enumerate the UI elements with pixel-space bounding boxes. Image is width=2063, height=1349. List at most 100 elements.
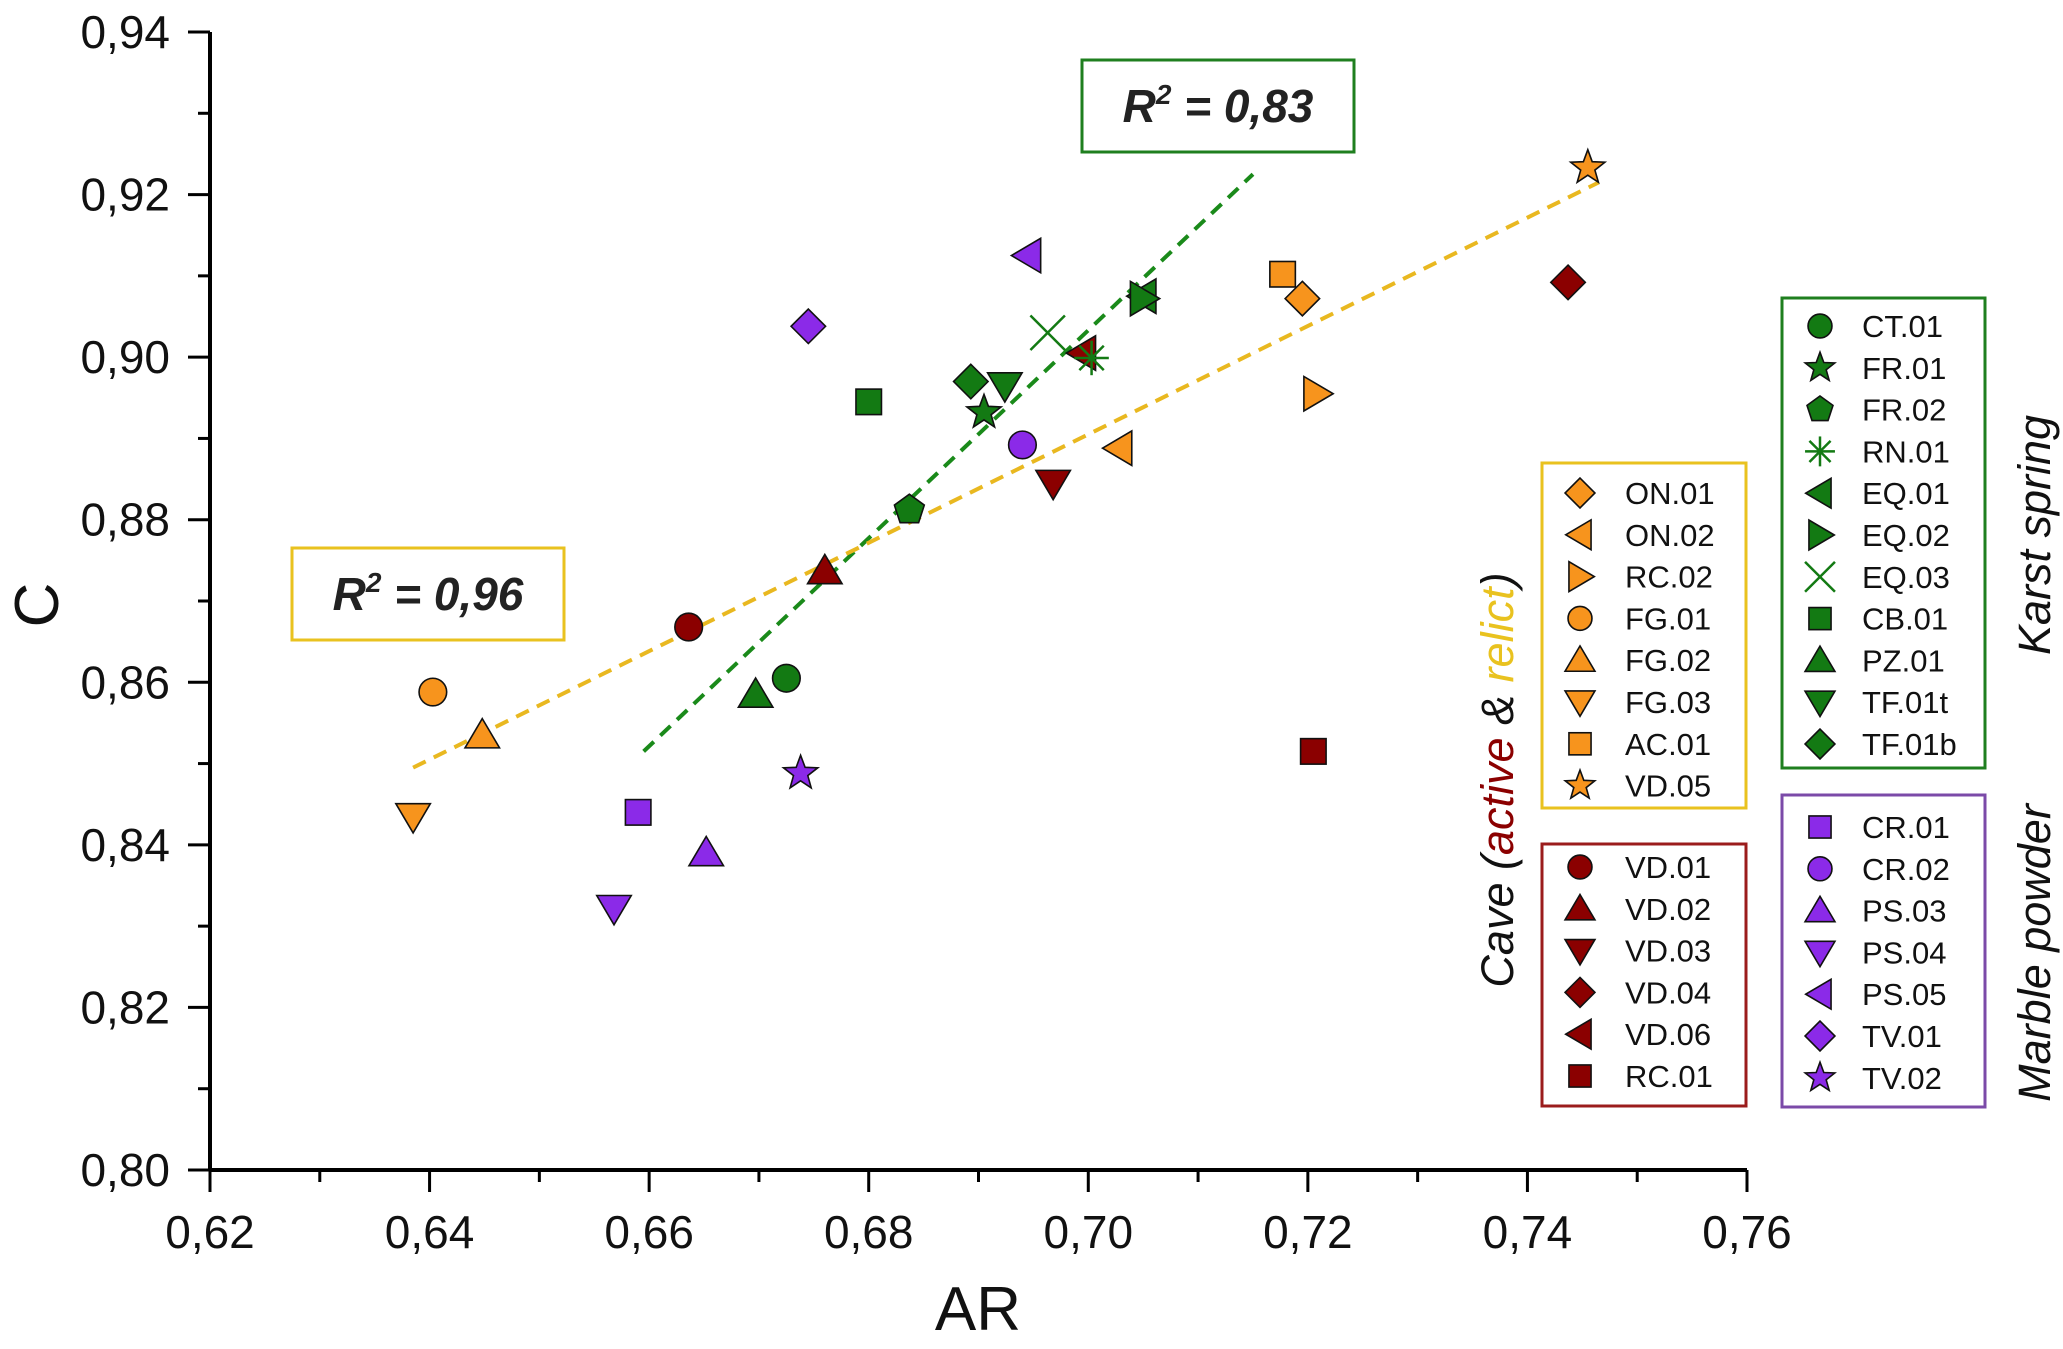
legend-label-tv-02: TV.02: [1862, 1061, 1942, 1096]
legend-label-tf-01t: TF.01t: [1862, 685, 1949, 720]
legend-marble: CR.01 CR.02 PS.03 PS.04 PS.05 TV.01 TV.02: [1780, 793, 1987, 1109]
point-fg-01: [418, 677, 448, 707]
legend-label-fr-01: FR.01: [1862, 351, 1946, 386]
legend-marker-rc-02: [1568, 560, 1596, 593]
point-ps-05: [1009, 236, 1042, 275]
legend-title-karst: Karst spring: [2009, 415, 2060, 655]
legend-marker-vd-03: [1563, 938, 1597, 967]
y-tick-label: 0,88: [80, 494, 170, 546]
point-pz-01: [736, 676, 775, 709]
x-tick-label: 0,64: [385, 1206, 475, 1258]
legend-marker-fg-01: [1567, 605, 1593, 632]
legend-label-ps-04: PS.04: [1862, 935, 1946, 970]
data-points: [394, 147, 1608, 927]
legend-marker-eq-01: [1804, 476, 1832, 510]
fit-line-cave: [412, 180, 1600, 770]
legend-marker-eq-02: [1808, 518, 1836, 552]
point-fr-02: [893, 493, 926, 524]
legend-marker-fg-03: [1563, 690, 1597, 718]
legend-marker-cr-02: [1807, 856, 1833, 882]
r2-karst: R2 = 0,83: [1080, 58, 1356, 154]
legend-label-vd-03: VD.03: [1625, 934, 1711, 969]
point-rc-01: [1299, 737, 1327, 765]
point-cr-02: [1007, 430, 1038, 460]
y-tick-label: 0,82: [80, 981, 170, 1033]
legend-relict: ON.01 ON.02 RC.02 FG.01 FG.02 FG.03 AC.01 VD.05: [1540, 461, 1748, 810]
r2-cave-text: R2 = 0,96: [333, 567, 524, 620]
point-vd-03: [1034, 469, 1072, 502]
legend-marker-vd-04: [1563, 976, 1597, 1009]
fit-lines: [412, 172, 1600, 770]
legend-marker-ps-03: [1803, 894, 1837, 923]
legend-marker-vd-06: [1564, 1017, 1592, 1051]
legend-label-eq-01: EQ.01: [1862, 476, 1950, 511]
legend-marker-tv-01: [1803, 1019, 1837, 1053]
legend-marker-ps-05: [1804, 977, 1832, 1011]
point-on-02: [1100, 429, 1133, 467]
point-vd-04: [1549, 263, 1587, 301]
point-ps-03: [687, 834, 725, 867]
y-tick-label: 0,86: [80, 656, 170, 708]
point-ct-01: [771, 663, 801, 693]
y-axis-title: C: [3, 583, 72, 628]
point-vd-02: [806, 552, 844, 585]
legend-label-fr-02: FR.02: [1862, 393, 1946, 428]
point-on-01: [1283, 280, 1321, 317]
point-rc-02: [1303, 375, 1335, 413]
legend-label-rn-01: RN.01: [1862, 434, 1950, 469]
x-axis-title: AR: [935, 1275, 1021, 1344]
legend-active-frame: [1540, 842, 1748, 1108]
legend-marker-cr-01: [1808, 815, 1832, 839]
x-tick-label: 0,68: [824, 1206, 914, 1258]
legend-label-cr-02: CR.02: [1862, 852, 1950, 887]
point-tf-01t: [986, 372, 1024, 404]
legend-marker-tv-02: [1803, 1059, 1837, 1093]
legend-marker-vd-01: [1567, 854, 1593, 880]
point-tf-01b: [952, 363, 990, 400]
point-fg-03: [394, 802, 432, 835]
r2-cave-frame: [290, 546, 566, 642]
legend-marker-tf-01t: [1803, 690, 1837, 719]
fit-line-karst: [642, 172, 1255, 753]
legend-label-tv-01: TV.01: [1862, 1019, 1942, 1054]
legend-label-ac-01: AC.01: [1625, 727, 1711, 762]
legend-marker-vd-02: [1563, 892, 1597, 921]
legend-marker-pz-01: [1803, 644, 1837, 673]
legend-label-ct-01: CT.01: [1862, 309, 1943, 344]
x-tick-label: 0,70: [1044, 1206, 1134, 1258]
legend-label-cb-01: CB.01: [1862, 602, 1948, 637]
legend-marker-fr-01: [1803, 349, 1837, 383]
legends: CT.01 FR.01 FR.02 RN.01 EQ.01 EQ.02 EQ.03 CB.01…: [1472, 296, 2060, 1109]
point-eq-02: [1129, 279, 1162, 318]
r2-karst-frame: [1080, 58, 1356, 154]
legend-label-rc-01: RC.01: [1625, 1059, 1713, 1094]
legend-label-fg-02: FG.02: [1625, 643, 1711, 678]
legend-label-vd-02: VD.02: [1625, 892, 1711, 927]
point-rn-01: [1074, 340, 1109, 376]
point-vd-05: [1568, 147, 1608, 185]
r2-karst-text: R2 = 0,83: [1123, 79, 1314, 132]
legend-label-rc-02: RC.02: [1625, 560, 1713, 595]
axes: 0,62 0,64 0,66 0,68 0,70 0,72 0,74 0,76 0,80 0,82…: [80, 6, 1791, 1258]
legend-marker-tf-01b: [1803, 727, 1837, 761]
legend-marker-on-02: [1564, 518, 1592, 552]
legend-label-vd-04: VD.04: [1625, 975, 1711, 1010]
legend-label-tf-01b: TF.01b: [1862, 727, 1957, 762]
legend-marker-ps-04: [1803, 940, 1837, 969]
point-fg-02: [463, 717, 501, 749]
legend-label-on-01: ON.01: [1625, 476, 1715, 511]
legend-label-cr-01: CR.01: [1862, 810, 1950, 845]
x-tick-label: 0,62: [165, 1206, 255, 1258]
legend-marker-rn-01: [1805, 436, 1835, 467]
legend-label-ps-05: PS.05: [1862, 977, 1946, 1012]
legend-marker-fg-02: [1563, 644, 1597, 673]
x-tick-label: 0,66: [604, 1206, 694, 1258]
legend-marker-rc-01: [1568, 1064, 1592, 1088]
legend-marker-on-01: [1563, 476, 1597, 510]
y-tick-label: 0,92: [80, 169, 170, 221]
legend-karst: CT.01 FR.01 FR.02 RN.01 EQ.01 EQ.02 EQ.03 CB.01…: [1780, 296, 1987, 770]
x-tick-label: 0,72: [1263, 1206, 1353, 1258]
legend-marker-cb-01: [1808, 606, 1832, 631]
y-tick-label: 0,90: [80, 331, 170, 383]
